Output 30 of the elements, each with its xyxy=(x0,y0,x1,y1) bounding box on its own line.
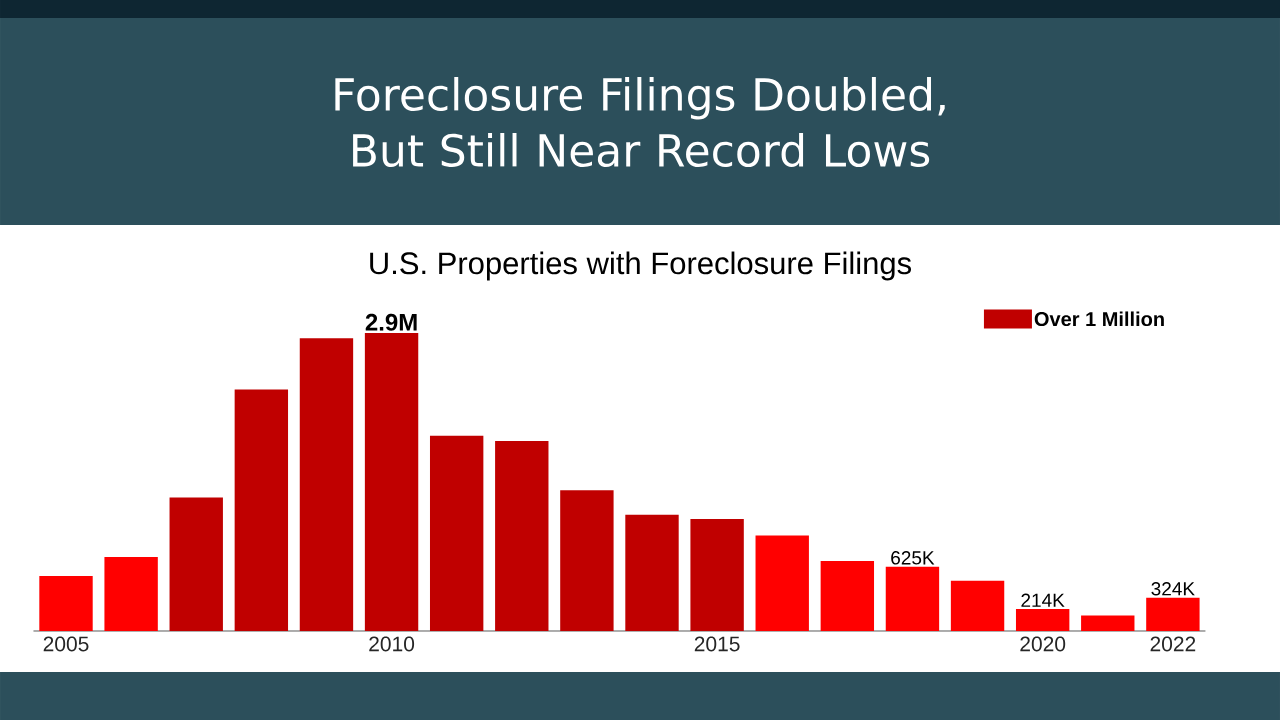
data-label: 2.9M xyxy=(365,313,417,331)
x-tick-label: 2020 xyxy=(1020,636,1066,652)
chart-subtitle: U.S. Properties with Foreclosure Filings xyxy=(370,251,912,281)
bar xyxy=(1015,609,1070,631)
bar xyxy=(950,580,1005,631)
chart-title: Foreclosure Filings Doubled, But Still Near Record Lows xyxy=(335,76,945,168)
bar xyxy=(429,435,484,631)
bar xyxy=(885,566,940,631)
x-tick-label: 2022 xyxy=(1150,636,1196,652)
bar xyxy=(364,332,419,631)
bar xyxy=(1146,597,1200,631)
bar xyxy=(560,490,614,631)
legend-label: Over 1 Million xyxy=(1034,311,1164,327)
data-label: 625K xyxy=(891,551,935,565)
data-label: 214K xyxy=(1021,593,1065,607)
bar xyxy=(39,576,93,631)
bar xyxy=(690,518,744,631)
x-tick-label: 2005 xyxy=(43,636,89,652)
data-label: 324K xyxy=(1151,582,1195,596)
bar xyxy=(169,497,223,631)
bar xyxy=(299,338,354,631)
bar xyxy=(625,514,679,631)
x-tick-label: 2010 xyxy=(369,636,415,652)
bar xyxy=(104,557,158,631)
bar xyxy=(495,440,549,631)
bar xyxy=(234,389,289,631)
bar xyxy=(820,561,875,631)
bar xyxy=(1081,615,1135,631)
bar xyxy=(755,535,809,631)
x-tick-label: 2015 xyxy=(694,636,740,652)
